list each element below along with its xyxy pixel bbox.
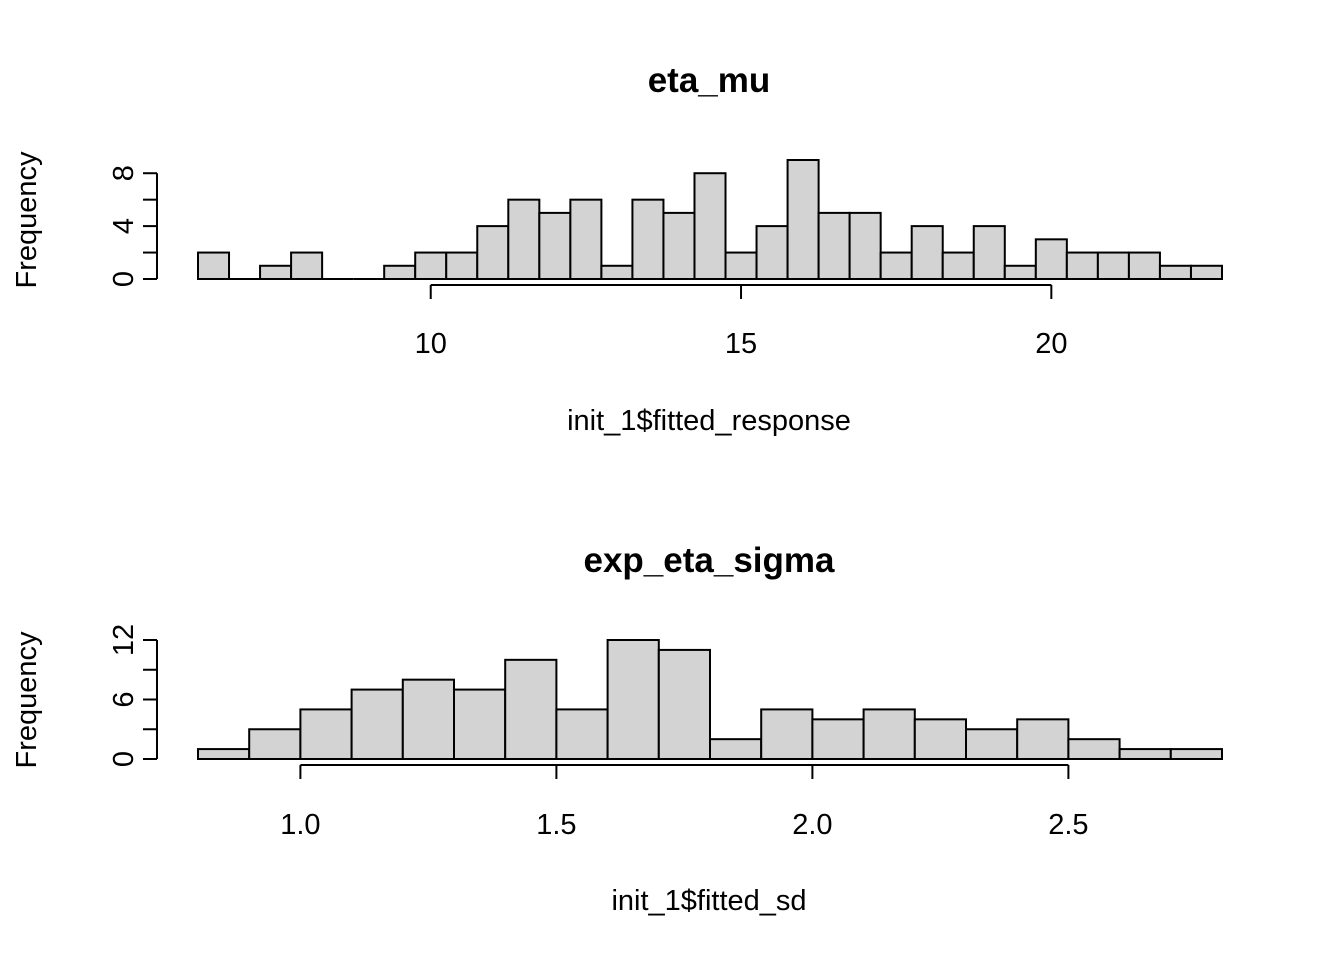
histogram-bar [569, 198, 603, 281]
histogram-bar [600, 264, 634, 280]
histogram-bar [1034, 238, 1068, 280]
histogram-panel-eta-mu: eta_mu Frequency init_1$fitted_response … [11, 61, 1224, 437]
histogram-bar [197, 251, 231, 281]
x-tick-label: 10 [415, 328, 447, 360]
histogram-bar [476, 225, 510, 281]
histogram-bar [760, 708, 814, 761]
histogram-bar [414, 251, 448, 281]
histogram-bar [1189, 264, 1224, 280]
histogram-bar [786, 159, 820, 280]
y-axis: 0 4 8 [108, 165, 158, 287]
histogram-bar [972, 225, 1006, 281]
histogram-bar [913, 718, 967, 760]
histogram-bar [1169, 748, 1224, 760]
histogram-bar [1158, 264, 1192, 280]
histogram-bar [538, 211, 572, 280]
histogram-bar [453, 688, 507, 760]
x-axis: 1.0 1.5 2.0 2.5 [280, 764, 1089, 841]
y-axis-label: Frequency [11, 631, 43, 769]
x-tick-label: 2.0 [792, 809, 832, 841]
chart-title: eta_mu [648, 61, 771, 100]
histogram-bar [1016, 718, 1070, 760]
y-tick-label: 4 [108, 218, 140, 234]
histogram-bar [817, 211, 851, 280]
histogram-bar [290, 251, 324, 281]
x-axis: 10 15 20 [415, 284, 1067, 360]
histogram-bar [941, 251, 975, 281]
histogram-bar [507, 198, 541, 281]
histogram-bar [1096, 251, 1130, 281]
y-tick-label: 12 [108, 624, 140, 656]
histogram-bar [879, 251, 913, 281]
histogram-bar [1003, 264, 1037, 280]
chart-title: exp_eta_sigma [584, 541, 836, 580]
histogram-bar [910, 225, 944, 281]
histogram-bar [755, 225, 789, 281]
histogram-bar [1118, 748, 1172, 760]
histogram-bar [248, 728, 302, 760]
x-axis-label: init_1$fitted_sd [611, 885, 806, 917]
histogram-bar [848, 211, 882, 280]
y-tick-label: 8 [108, 165, 140, 181]
histogram-bar [1127, 251, 1161, 281]
y-axis: 0 6 12 [108, 624, 158, 767]
histogram-bar [383, 264, 417, 280]
histogram-bar [965, 728, 1019, 760]
histogram-bar [504, 658, 558, 760]
histogram-bar [350, 688, 404, 760]
histogram-bar [555, 708, 609, 761]
histogram-bar [197, 748, 251, 760]
histogram-bar [709, 738, 763, 761]
histogram-bars [197, 639, 1224, 761]
histogram-bar [299, 708, 353, 761]
histogram-bar [693, 172, 727, 281]
histogram-bar [259, 264, 293, 280]
y-axis-label: Frequency [11, 151, 43, 289]
y-tick-label: 6 [108, 691, 140, 707]
histogram-bar [657, 648, 711, 761]
histogram-bar [631, 198, 665, 281]
histogram-bar [1065, 251, 1099, 281]
y-tick-label: 0 [108, 271, 140, 287]
histogram-bar [811, 718, 865, 760]
histogram-panel-exp-eta-sigma: exp_eta_sigma Frequency init_1$fitted_sd… [11, 541, 1224, 917]
histogram-bar [401, 678, 455, 761]
x-tick-label: 15 [725, 328, 757, 360]
x-axis-label: init_1$fitted_response [567, 405, 851, 437]
histogram-bar [724, 251, 758, 281]
histogram-bar [862, 708, 916, 761]
histogram-bar [606, 639, 660, 760]
y-tick-label: 0 [108, 751, 140, 767]
x-tick-label: 1.0 [280, 809, 320, 841]
x-tick-label: 1.5 [536, 809, 576, 841]
histogram-bar [1067, 738, 1121, 761]
x-tick-label: 2.5 [1048, 809, 1088, 841]
x-tick-label: 20 [1035, 328, 1067, 360]
histogram-bar [662, 211, 696, 280]
histogram-bars [197, 159, 1224, 281]
histogram-bar [445, 251, 479, 281]
